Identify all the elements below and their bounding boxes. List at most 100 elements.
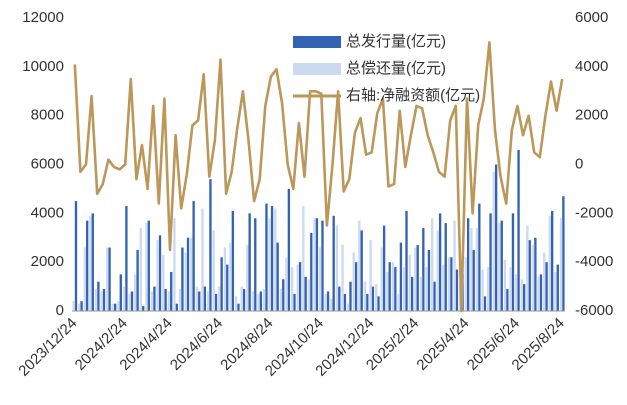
bar (433, 281, 436, 311)
bar (386, 271, 389, 311)
bar (274, 208, 277, 311)
legend-label: 总偿还量(亿元) (346, 60, 446, 77)
bar (503, 259, 507, 311)
bar (358, 220, 361, 311)
bar (145, 223, 148, 311)
bar (397, 293, 400, 311)
bar (517, 149, 520, 311)
y2-tick-label: -2000 (575, 204, 613, 221)
bar (270, 206, 274, 311)
y-tick-label: 8000 (31, 107, 64, 124)
bar (472, 249, 475, 311)
bar (268, 218, 271, 311)
bar (167, 291, 171, 311)
bar (290, 267, 294, 311)
bar (425, 267, 428, 311)
bar (142, 306, 145, 311)
bar (114, 303, 117, 311)
bar (248, 213, 251, 311)
bar (481, 269, 484, 311)
bar (307, 279, 311, 311)
bar (416, 245, 419, 311)
bar (285, 257, 288, 311)
bar (543, 252, 546, 311)
bar (214, 293, 218, 311)
y2-tick-label: -4000 (575, 253, 613, 270)
bar (349, 281, 352, 311)
bar (173, 218, 176, 311)
bar (206, 291, 210, 311)
legend-label: 右轴:净融资额(亿元) (346, 87, 480, 104)
bar (554, 271, 557, 311)
bar (246, 245, 249, 311)
bar (346, 303, 350, 311)
bar (511, 213, 515, 311)
bar (72, 301, 75, 311)
bar (310, 232, 313, 311)
bar (203, 286, 207, 311)
bar (483, 296, 487, 311)
bar (330, 298, 333, 311)
bar (324, 293, 327, 311)
bar (212, 230, 215, 311)
bar (226, 264, 229, 311)
bar (562, 196, 565, 311)
y-tick-label: 12000 (22, 9, 64, 26)
bar (276, 242, 279, 311)
bar (487, 267, 490, 311)
bar (97, 281, 100, 311)
bar (453, 220, 456, 311)
y-tick-label: 10000 (22, 58, 64, 75)
bar (209, 179, 212, 311)
bar (318, 247, 322, 311)
bar (234, 296, 238, 311)
bar (130, 291, 134, 311)
bar (190, 237, 193, 311)
bar (192, 201, 195, 311)
bar (335, 225, 339, 311)
bar (94, 289, 98, 311)
x-tick-label: 2025/4/24 (413, 315, 472, 374)
y2-tick-label: 6000 (575, 9, 608, 26)
bar (352, 252, 355, 311)
bar (201, 208, 204, 311)
bar (257, 293, 260, 311)
bar (377, 296, 380, 311)
y-tick-label: 2000 (31, 253, 64, 270)
bar (447, 257, 451, 311)
bar (218, 286, 221, 311)
y2-tick-label: 2000 (575, 107, 608, 124)
bar (391, 262, 395, 311)
bar (444, 223, 447, 311)
bar (550, 210, 554, 311)
bar (302, 206, 305, 311)
bar (279, 289, 283, 311)
bar (414, 247, 417, 311)
bar (229, 242, 232, 311)
bar (83, 247, 87, 311)
bar (326, 291, 330, 311)
bar (436, 230, 439, 311)
bar (332, 215, 335, 311)
bar (321, 220, 324, 311)
bar (526, 225, 529, 311)
bar (240, 286, 243, 311)
bar (394, 267, 397, 311)
bar (520, 279, 523, 311)
bar (293, 293, 296, 311)
bar (438, 213, 442, 311)
bar (102, 289, 106, 311)
bar (408, 254, 411, 311)
bar (410, 276, 414, 311)
x-tick-label: 2024/6/24 (167, 315, 226, 374)
bar (128, 293, 131, 311)
bar (122, 286, 126, 311)
bar (506, 289, 509, 311)
bar (80, 301, 83, 311)
bar (223, 247, 227, 311)
bar (470, 227, 473, 311)
bar (108, 247, 111, 311)
y2-tick-label: -6000 (575, 302, 613, 319)
bar (388, 262, 391, 311)
bar (399, 242, 403, 311)
